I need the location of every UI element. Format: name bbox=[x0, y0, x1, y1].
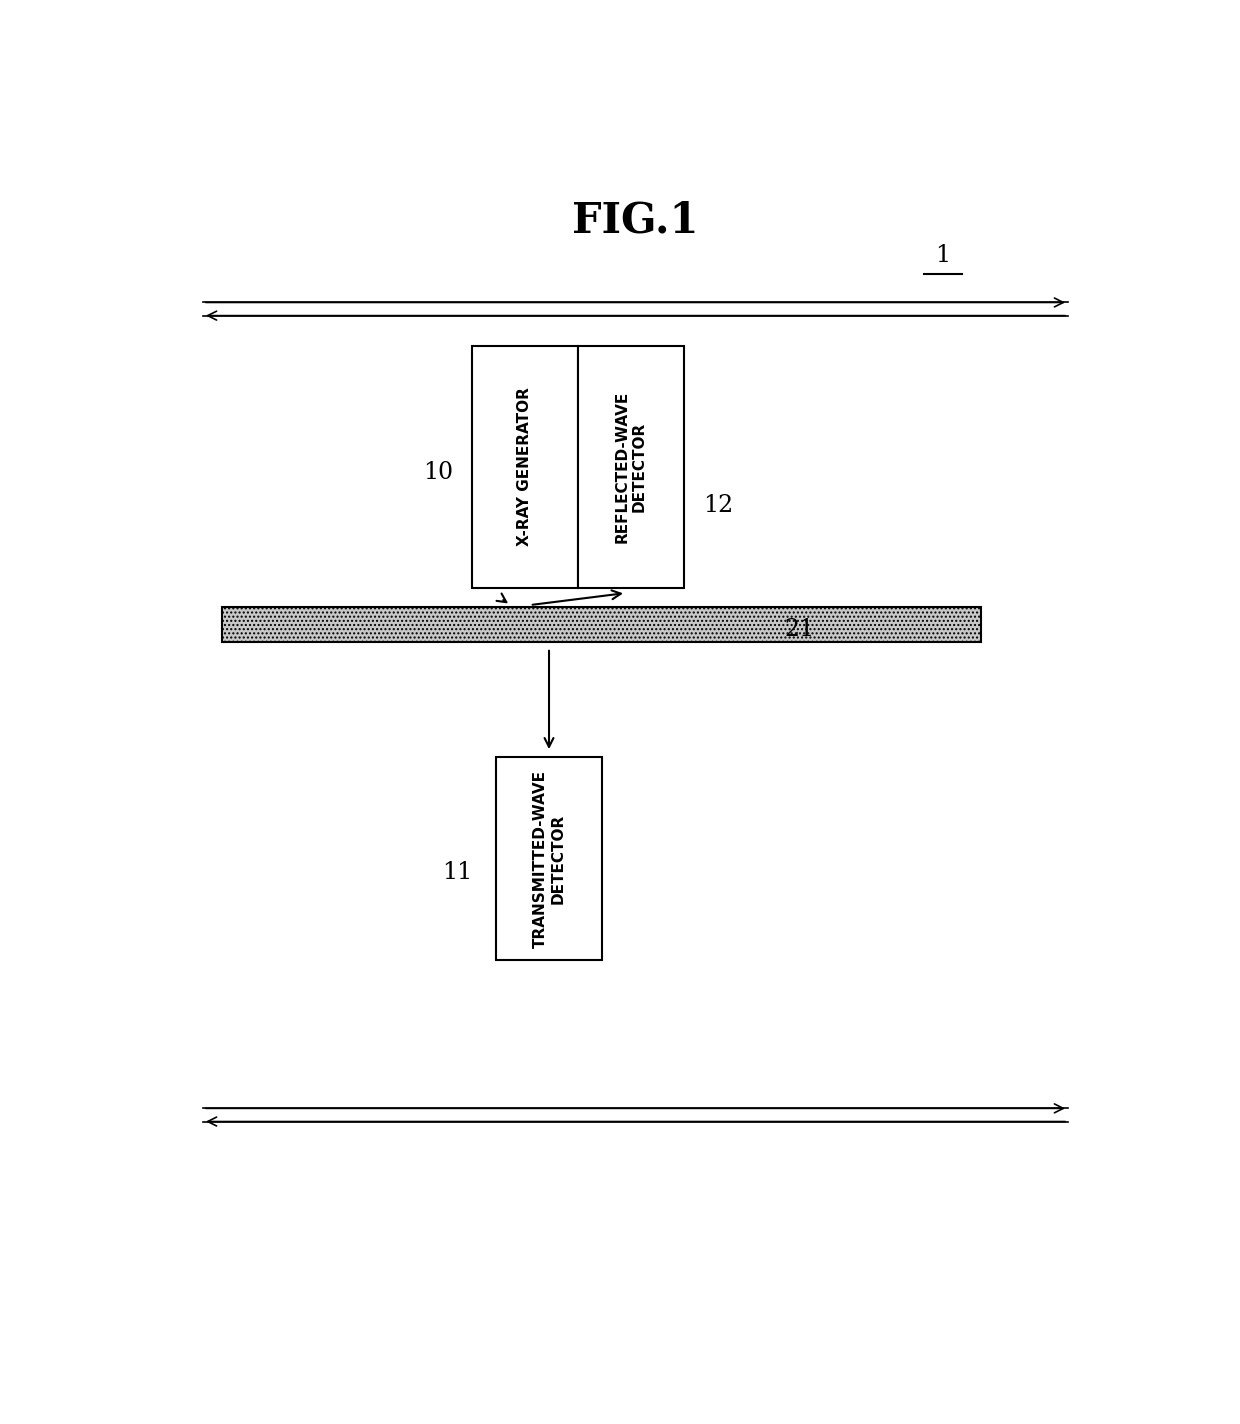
Text: X-RAY GENERATOR: X-RAY GENERATOR bbox=[517, 387, 532, 547]
Text: FIG.1: FIG.1 bbox=[572, 199, 699, 241]
Bar bbox=[222, 607, 982, 642]
Text: 12: 12 bbox=[703, 494, 733, 517]
Bar bbox=[472, 346, 578, 588]
Text: 11: 11 bbox=[441, 862, 472, 884]
Text: TRANSMITTED-WAVE
DETECTOR: TRANSMITTED-WAVE DETECTOR bbox=[533, 770, 565, 948]
Bar bbox=[496, 758, 601, 960]
Bar bbox=[578, 346, 683, 588]
Text: 21: 21 bbox=[785, 618, 815, 641]
Text: 1: 1 bbox=[935, 245, 951, 268]
Text: 10: 10 bbox=[423, 461, 453, 484]
Text: REFLECTED-WAVE
DETECTOR: REFLECTED-WAVE DETECTOR bbox=[615, 390, 647, 543]
